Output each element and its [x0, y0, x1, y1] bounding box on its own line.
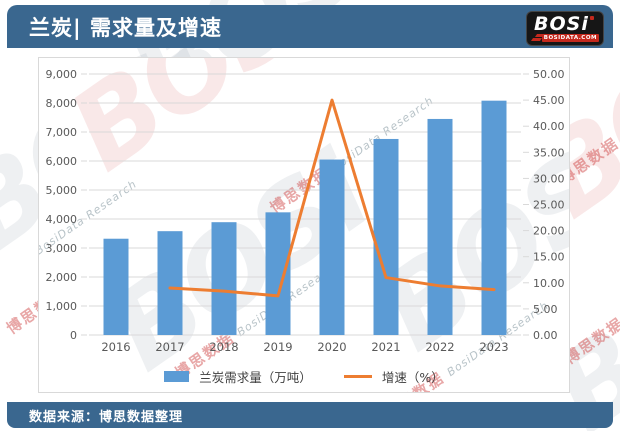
right-axis-label: 15.00 — [533, 251, 565, 264]
page-title: 兰炭| 需求量及增速 — [29, 15, 222, 40]
growth-line — [168, 98, 496, 298]
right-axis-label: 0.00 — [533, 329, 558, 342]
left-axis-label: 7,000 — [46, 126, 78, 139]
x-axis-label: 2018 — [209, 340, 238, 354]
bar-2016 — [103, 238, 129, 335]
left-axis-label: 2,000 — [46, 271, 78, 284]
right-axis-label: 50.00 — [533, 68, 565, 81]
x-axis-label: 2020 — [317, 340, 346, 354]
bosi-logo: BOSi BOSIDATA.COM — [527, 12, 603, 45]
right-axis-label: 35.00 — [533, 146, 565, 159]
right-axis-label: 5.00 — [533, 303, 558, 316]
bar-2022 — [427, 118, 453, 335]
bar-2019 — [265, 212, 291, 335]
bar-2020 — [319, 159, 345, 335]
right-axis-label: 25.00 — [533, 199, 565, 212]
legend-bar-label: 兰炭需求量（万吨） — [199, 370, 312, 385]
header-bar: 兰炭| 需求量及增速 BOSi BOSIDATA.COM — [7, 5, 613, 48]
left-axis-label: 6,000 — [46, 155, 78, 168]
left-axis-label: 0 — [70, 329, 77, 342]
right-axis-label: 40.00 — [533, 120, 565, 133]
x-axis-label: 2017 — [155, 340, 184, 354]
x-axis-label: 2022 — [425, 340, 454, 354]
left-axis-label: 5,000 — [46, 184, 78, 197]
legend-line-label: 增速（%） — [381, 370, 444, 385]
legend-line-swatch — [343, 375, 372, 378]
footer-bar: 数据来源：博思数据整理 — [7, 402, 613, 428]
bar-2018 — [211, 222, 237, 335]
logo-slash-icon — [530, 38, 543, 41]
left-axis-label: 1,000 — [46, 300, 78, 313]
x-axis-label: 2016 — [101, 340, 130, 354]
data-source-label: 数据来源：博思数据整理 — [29, 409, 184, 425]
chart-legend: 兰炭需求量（万吨） 增速（%） — [39, 367, 569, 386]
left-axis-label: 4,000 — [46, 213, 78, 226]
bar-2017 — [157, 231, 183, 335]
right-axis-label: 45.00 — [533, 94, 565, 107]
left-axis-label: 3,000 — [46, 242, 78, 255]
x-axis-label: 2023 — [479, 340, 508, 354]
x-axis-label: 2019 — [263, 340, 292, 354]
right-axis-label: 10.00 — [533, 277, 565, 290]
chart-area: BOSi BOSi BOSi 博思数据BosiData Research 博思数… — [38, 57, 570, 393]
logo-dot-icon — [590, 16, 594, 20]
chart-svg: 0 1,000 2,000 3,000 4,000 5,000 6,000 7,000 8,00… — [46, 68, 565, 354]
bar-2023 — [481, 100, 507, 336]
left-axis-label: 8,000 — [46, 97, 78, 110]
bosi-logo-text: BOSi — [534, 13, 589, 35]
left-axis-label: 9,000 — [46, 68, 78, 81]
bar-2021 — [373, 138, 399, 335]
x-axis-label: 2021 — [371, 340, 400, 354]
legend-bar-swatch — [164, 371, 190, 382]
right-axis-label: 30.00 — [533, 172, 565, 185]
bosi-logo-site: BOSIDATA.COM — [541, 34, 599, 42]
right-axis-label: 20.00 — [533, 225, 565, 238]
